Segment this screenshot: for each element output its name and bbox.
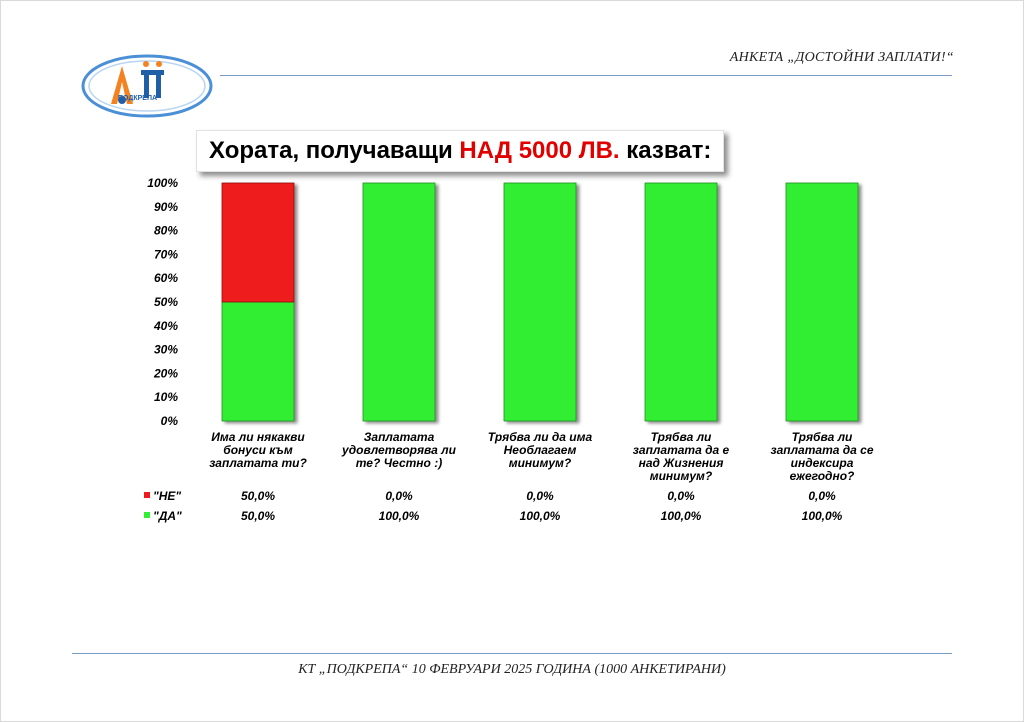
y-tick-label: 100% bbox=[147, 176, 178, 190]
y-tick-label: 50% bbox=[154, 295, 178, 309]
data-value-label: 0,0% bbox=[385, 489, 413, 503]
category-label-line: минимум? bbox=[650, 469, 713, 483]
headline-prefix: Хората, получаващи bbox=[209, 137, 460, 164]
category-label-line: заплатата да се bbox=[770, 443, 873, 457]
footer-rule bbox=[72, 653, 952, 654]
logo-text: ПОДКРЕПА bbox=[118, 95, 158, 102]
bar-yes bbox=[362, 182, 436, 422]
category-label-line: индексира bbox=[791, 456, 854, 470]
category-label: Заплатата удовлетворява ли те? Честно :) bbox=[341, 430, 457, 470]
category-label-line: бонуси към bbox=[223, 443, 293, 457]
headline-suffix: казват: bbox=[619, 137, 712, 164]
y-tick-label: 0% bbox=[161, 414, 179, 428]
data-value-label: 100,0% bbox=[802, 509, 843, 523]
legend-swatch bbox=[144, 492, 150, 498]
data-value-label: 0,0% bbox=[808, 489, 836, 503]
bar-group bbox=[644, 182, 718, 422]
y-tick-label: 20% bbox=[153, 366, 178, 380]
category-label: Има ли някакви бонуси към заплатата ти? bbox=[209, 430, 307, 470]
headline-highlight: НАД 5000 ЛВ. bbox=[459, 137, 620, 164]
survey-title: АНКЕТА „ДОСТОЙНИ ЗАПЛАТИ!“ bbox=[729, 50, 954, 65]
data-value-label: 100,0% bbox=[520, 509, 561, 523]
category-label-line: Има ли някакви bbox=[211, 430, 305, 444]
y-tick-label: 60% bbox=[154, 271, 178, 285]
footer-caption: КТ „ПОДКРЕПА“ 10 ФЕВРУАРИ 2025 ГОДИНА (1… bbox=[298, 662, 726, 677]
bar-yes bbox=[785, 182, 859, 422]
data-value-label: 0,0% bbox=[526, 489, 554, 503]
category-label-line: Трябва ли да има bbox=[488, 430, 593, 444]
stacked-bar-chart: 0% 10% 20% 30% 40% 50% 60% 70% 80% 90% 100% Има ли… bbox=[144, 176, 874, 523]
category-label: Трябва ли заплатата да се индексира ежегодн… bbox=[770, 430, 873, 483]
bar-group bbox=[785, 182, 859, 422]
y-tick-label: 40% bbox=[153, 319, 178, 333]
category-label-line: заплатата да е bbox=[633, 443, 730, 457]
legend-swatch bbox=[144, 512, 150, 518]
data-value-label: 100,0% bbox=[661, 509, 702, 523]
bar-group bbox=[221, 182, 295, 422]
bar-yes bbox=[644, 182, 718, 422]
category-label-line: минимум? bbox=[509, 456, 572, 470]
category-label: Трябва ли заплатата да е над Жизнения миним… bbox=[633, 430, 730, 483]
category-label-line: над Жизнения bbox=[639, 456, 724, 470]
bar-no bbox=[221, 182, 295, 303]
header-rule bbox=[220, 75, 952, 76]
category-label-line: те? Честно :) bbox=[356, 456, 442, 470]
legend-label: "НЕ" bbox=[153, 489, 181, 503]
bar-group bbox=[503, 182, 577, 422]
y-tick-label: 10% bbox=[154, 390, 178, 404]
legend-label: "ДА" bbox=[153, 509, 182, 523]
bar-yes bbox=[503, 182, 577, 422]
data-value-label: 0,0% bbox=[667, 489, 695, 503]
data-value-label: 50,0% bbox=[241, 509, 275, 523]
data-value-label: 100,0% bbox=[379, 509, 420, 523]
category-label-line: Необлагаем bbox=[504, 443, 577, 457]
y-tick-label: 90% bbox=[154, 200, 178, 214]
category-label-line: Трябва ли bbox=[792, 430, 853, 444]
y-tick-label: 80% bbox=[154, 224, 178, 238]
podkrepa-logo bbox=[78, 48, 216, 124]
data-value-label: 50,0% bbox=[241, 489, 275, 503]
bar-group bbox=[362, 182, 436, 422]
y-tick-label: 70% bbox=[154, 247, 178, 261]
category-label-line: ежегодно? bbox=[790, 469, 855, 483]
category-label: Трябва ли да има Необлагаем минимум? bbox=[488, 430, 593, 470]
category-label-line: Трябва ли bbox=[651, 430, 712, 444]
bar-yes bbox=[221, 301, 295, 422]
category-label-line: Заплатата bbox=[364, 430, 435, 444]
category-label-line: заплатата ти? bbox=[209, 456, 307, 470]
category-label-line: удовлетворява ли bbox=[341, 443, 457, 457]
chart-headline: Хората, получаващи НАД 5000 ЛВ. казват: bbox=[196, 130, 725, 172]
y-tick-label: 30% bbox=[154, 343, 178, 357]
